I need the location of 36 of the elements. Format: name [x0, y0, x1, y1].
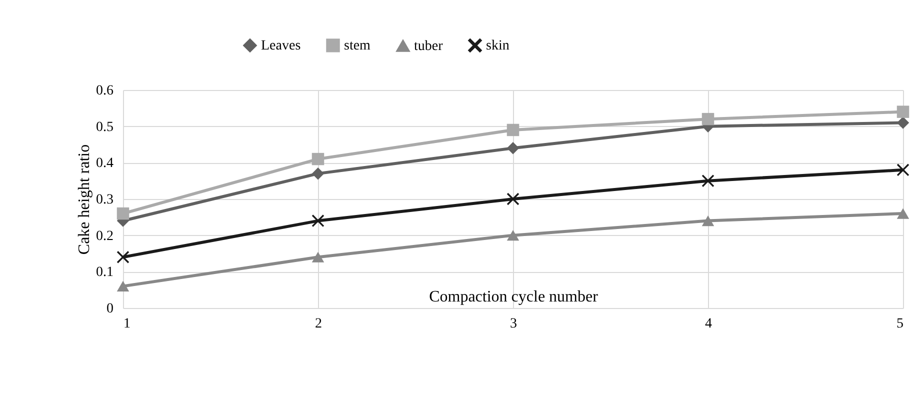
point	[702, 112, 714, 126]
point	[896, 164, 910, 176]
point	[312, 167, 324, 180]
y-tick-label: 0.5	[96, 120, 114, 135]
legend-label: skin	[486, 38, 510, 54]
y-axis-title: Cake height ratio	[76, 144, 93, 255]
legend-label: Leaves	[261, 38, 301, 54]
point	[312, 252, 324, 262]
point	[702, 174, 714, 187]
x-axis-title: Compaction cycle number	[429, 288, 599, 306]
y-tick-label: 0.1	[96, 265, 114, 280]
point	[116, 251, 130, 264]
point	[896, 116, 910, 129]
point	[312, 214, 324, 227]
point	[896, 106, 910, 118]
point	[312, 152, 324, 166]
point	[506, 124, 520, 136]
point	[506, 142, 520, 154]
point	[116, 207, 130, 220]
y-tick-label: 0.2	[96, 228, 114, 244]
y-tick-label: 0.4	[96, 156, 114, 172]
x-tick-label: 2	[315, 316, 322, 332]
x-tick-label: 5	[896, 316, 904, 332]
point	[896, 208, 910, 219]
legend-label: tuber	[414, 38, 444, 54]
point	[506, 192, 520, 206]
y-tick-label: 0.3	[96, 192, 114, 208]
y-tick-label: 0.6	[96, 84, 114, 98]
y-tick-label: 0	[106, 302, 114, 316]
x-tick-label: 4	[705, 316, 712, 332]
point	[702, 215, 714, 226]
point	[506, 230, 520, 241]
x-tick-label: 1	[124, 316, 130, 332]
x-tick-label: 3	[510, 316, 517, 332]
legend-label: stem	[344, 38, 371, 54]
point	[116, 280, 130, 292]
